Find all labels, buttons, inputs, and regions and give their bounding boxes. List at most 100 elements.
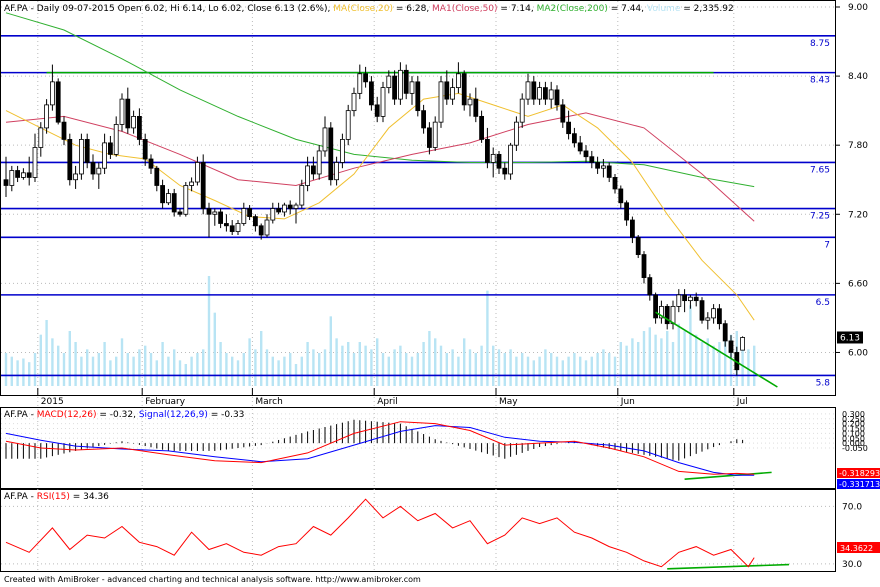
volume-bar bbox=[277, 360, 280, 386]
macd-tick-label: 0.000 bbox=[842, 439, 865, 448]
candle-body bbox=[270, 208, 276, 221]
candle-body bbox=[252, 216, 258, 227]
volume-bar bbox=[231, 356, 234, 386]
candle-body bbox=[508, 144, 514, 175]
candle-body bbox=[554, 89, 560, 106]
ma20-line bbox=[5, 92, 755, 321]
volume-bar bbox=[567, 356, 570, 386]
rsi-header: AF.PA - RSI(15) = 34.36 bbox=[4, 492, 109, 502]
volume-bar bbox=[486, 290, 489, 386]
last-price-badge bbox=[837, 331, 863, 344]
volume-bar bbox=[468, 349, 472, 386]
price-tick-label: 8.40 bbox=[848, 72, 868, 82]
volume-bar bbox=[631, 338, 634, 386]
volume-bar bbox=[724, 338, 727, 386]
volume-bar bbox=[648, 327, 651, 386]
x-tick-label: Jul bbox=[736, 397, 748, 407]
candle-body bbox=[601, 165, 606, 169]
volume-bar bbox=[747, 349, 750, 386]
candle-body bbox=[363, 73, 369, 83]
candle-body bbox=[717, 308, 722, 325]
candle-body bbox=[113, 124, 119, 155]
volume-bar bbox=[602, 349, 605, 386]
volume-bar bbox=[654, 334, 657, 386]
volume-bar bbox=[51, 338, 54, 386]
candle-body bbox=[403, 69, 409, 94]
candle-body bbox=[722, 323, 728, 342]
volume-bar bbox=[445, 353, 448, 386]
rsi-pane[interactable] bbox=[0, 489, 836, 572]
macd-lines bbox=[5, 419, 755, 476]
candle-body bbox=[502, 167, 508, 175]
signal-line bbox=[5, 425, 755, 476]
volume-bar bbox=[538, 356, 541, 386]
candle-body bbox=[328, 127, 334, 181]
rsi-tick-label: 70.0 bbox=[842, 502, 862, 512]
candle-body bbox=[142, 139, 148, 160]
signal-legend: Signal(12,26,9) bbox=[139, 410, 208, 420]
volume-bar bbox=[132, 356, 135, 386]
volume-bar bbox=[637, 342, 640, 386]
volume-bar bbox=[120, 338, 124, 386]
volume-bar bbox=[625, 345, 628, 386]
candle-body bbox=[490, 153, 496, 163]
x-tick-label: March bbox=[255, 397, 282, 407]
volume-bar bbox=[80, 356, 83, 386]
candle-body bbox=[357, 73, 363, 94]
candle-body bbox=[79, 139, 84, 175]
macd-tick-label: -0.050 bbox=[842, 444, 868, 453]
candle-body bbox=[397, 69, 403, 100]
candle-body bbox=[693, 296, 699, 302]
volume-bar bbox=[225, 353, 228, 386]
volume-bar bbox=[393, 349, 396, 386]
volume-bar bbox=[271, 356, 274, 386]
volume-bar bbox=[376, 338, 379, 386]
macd-tick-label: 0.100 bbox=[842, 429, 865, 438]
volume-bar bbox=[248, 338, 251, 386]
volume-bar bbox=[381, 353, 385, 386]
volume-bar bbox=[671, 342, 675, 386]
ma50-legend: MA1(Close,50) bbox=[432, 4, 498, 14]
candle-body bbox=[438, 81, 444, 123]
candle-body bbox=[560, 104, 566, 123]
price-pane[interactable] bbox=[0, 0, 836, 396]
candle-body bbox=[635, 236, 641, 255]
level-label: 6.5 bbox=[816, 298, 830, 308]
candle-body bbox=[479, 115, 485, 140]
candle-body bbox=[26, 172, 32, 178]
candle-body bbox=[537, 87, 542, 100]
candle-body bbox=[345, 110, 351, 140]
volume-bar bbox=[677, 323, 680, 386]
volume-bar bbox=[579, 356, 582, 386]
volume-bar bbox=[532, 360, 535, 386]
candle-body bbox=[676, 294, 682, 307]
volume-bar bbox=[503, 353, 506, 386]
volume-bar bbox=[619, 342, 622, 386]
x-tick-label: May bbox=[499, 397, 518, 407]
volume-bar bbox=[660, 338, 663, 386]
candle-body bbox=[351, 92, 357, 112]
candle-body bbox=[450, 87, 456, 100]
candle-body bbox=[299, 185, 305, 206]
rsi-line bbox=[5, 498, 755, 568]
volume-bar bbox=[202, 349, 205, 386]
candle-body bbox=[102, 142, 107, 169]
volume-bar bbox=[352, 353, 356, 386]
volume-bar bbox=[608, 353, 611, 386]
candle-body bbox=[432, 121, 438, 148]
candle-body bbox=[247, 208, 253, 217]
macd-legend: MACD(12,26) bbox=[37, 410, 97, 420]
volume-bar bbox=[196, 353, 199, 386]
macd-tick-label: 0.150 bbox=[842, 425, 865, 434]
candle-body bbox=[455, 73, 461, 89]
volume-bar bbox=[613, 356, 617, 386]
horizontal-levels: 8.75 8.43 7.65 7.25 7 6.5 5.8 bbox=[1, 34, 835, 388]
volume-bar bbox=[526, 356, 530, 386]
volume-bar bbox=[219, 342, 222, 386]
price-tick-label: 9.00 bbox=[848, 3, 868, 13]
volume-bar bbox=[515, 356, 518, 386]
candle-body bbox=[682, 294, 687, 302]
level-label: 5.8 bbox=[816, 378, 831, 388]
candle-body bbox=[467, 98, 473, 106]
price-tick-label: 6.60 bbox=[848, 279, 868, 289]
